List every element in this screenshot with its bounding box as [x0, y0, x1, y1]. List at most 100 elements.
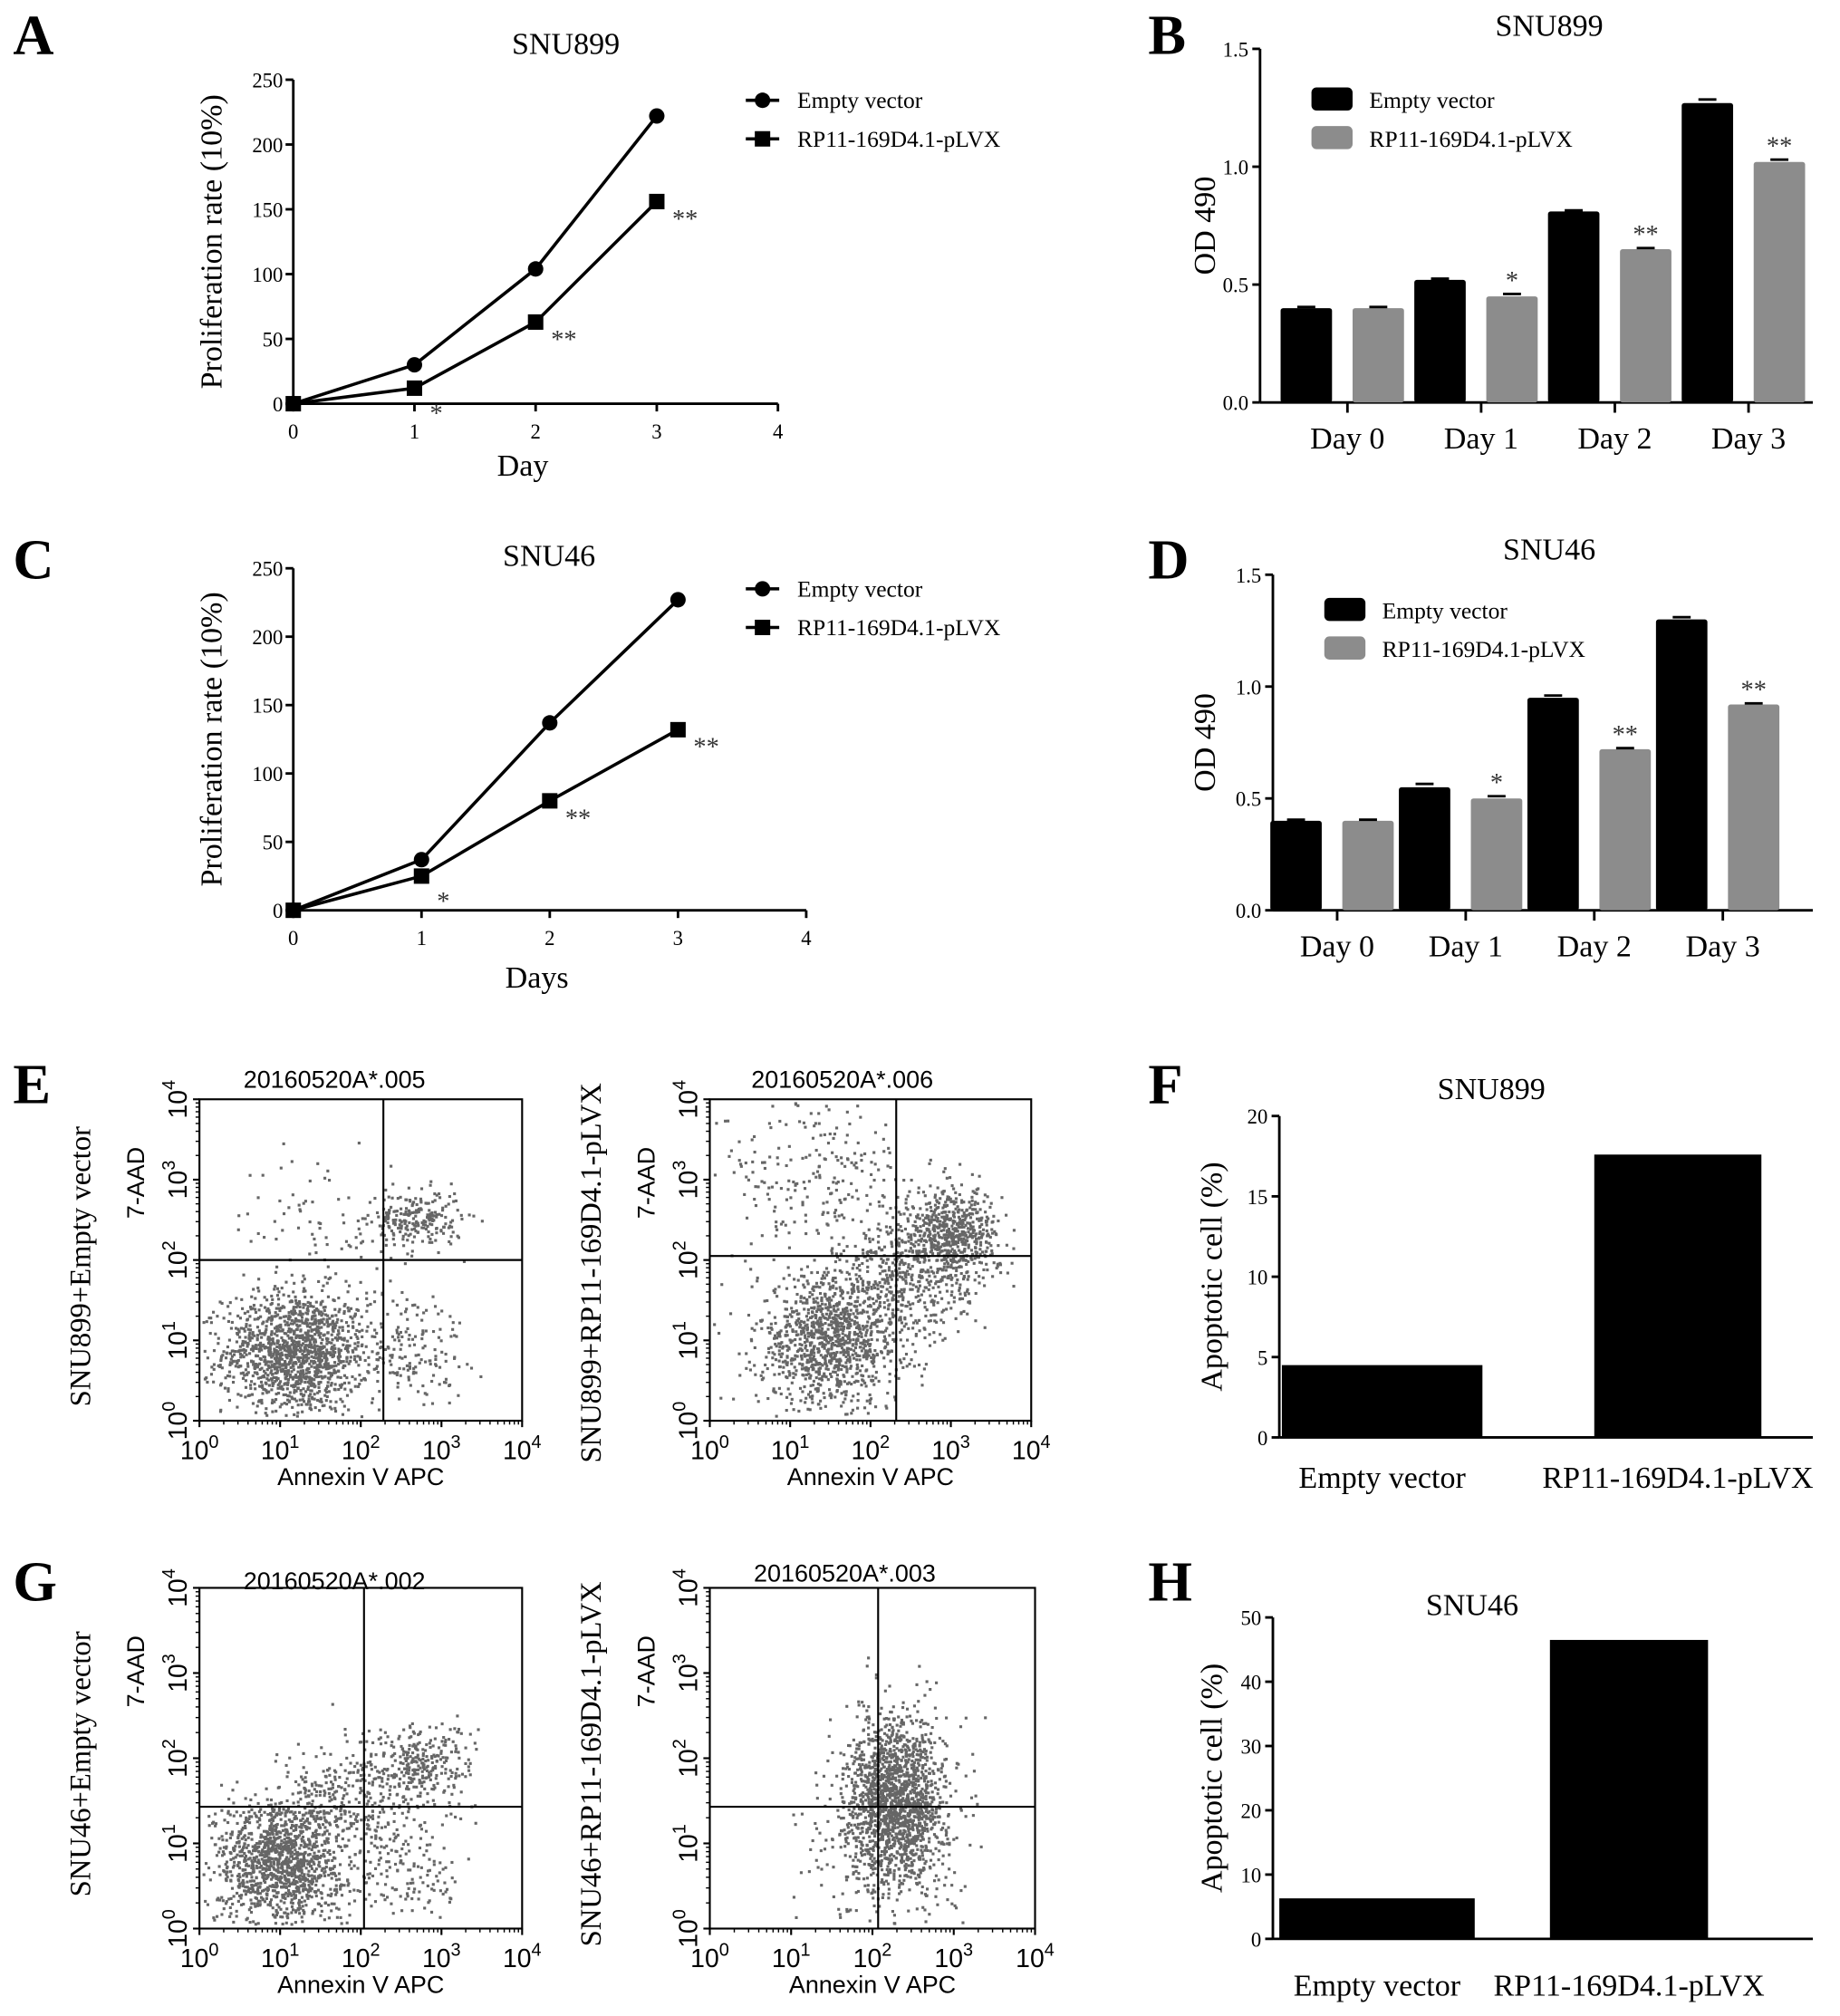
event-dot [317, 1326, 321, 1330]
event-dot [939, 1220, 942, 1223]
event-dot [835, 1219, 839, 1222]
event-dot [228, 1850, 232, 1855]
event-dot [958, 1192, 961, 1197]
event-dot [269, 1360, 273, 1364]
event-dot [869, 1332, 873, 1336]
event-dot [763, 1181, 766, 1184]
event-dot [812, 1345, 816, 1348]
event-dot [840, 1404, 843, 1408]
event-dot [865, 1193, 869, 1197]
event-dot [269, 1371, 273, 1375]
event-dot [347, 1827, 352, 1830]
event-dot [767, 1311, 771, 1315]
panel-label-h: H [1148, 1550, 1192, 1614]
event-dot [287, 1314, 291, 1317]
event-dot [246, 1362, 249, 1365]
event-dot [745, 1216, 749, 1220]
event-dot [277, 1290, 281, 1294]
event-dot [978, 1248, 982, 1251]
event-dot [331, 1338, 334, 1342]
event-dot [872, 1151, 876, 1154]
event-dot [931, 1227, 935, 1230]
event-dot [863, 1152, 867, 1155]
event-dot [946, 1253, 949, 1257]
event-dot [797, 1312, 801, 1316]
event-dot [814, 1328, 818, 1332]
event-dot [768, 1155, 772, 1159]
event-dot [337, 1356, 341, 1360]
event-dot [310, 1809, 313, 1813]
event-dot [802, 1283, 805, 1287]
event-dot [320, 1351, 323, 1355]
event-dot [842, 1401, 845, 1404]
event-dot [367, 1371, 371, 1375]
event-dot [897, 1376, 901, 1380]
event-dot [829, 1323, 833, 1326]
event-dot [424, 1223, 428, 1227]
event-dot [837, 1242, 841, 1246]
event-dot [809, 1342, 813, 1346]
event-dot [775, 1220, 778, 1224]
event-dot [259, 1380, 264, 1384]
event-dot [321, 1299, 324, 1303]
event-dot [300, 1319, 303, 1323]
event-dot [296, 1411, 300, 1414]
event-dot [261, 1332, 265, 1336]
significance-label: * [1506, 267, 1518, 295]
event-dot [895, 1278, 899, 1281]
event-dot [769, 1126, 773, 1130]
event-dot [911, 1283, 915, 1287]
event-dot [844, 1394, 848, 1397]
event-dot [320, 1310, 323, 1314]
event-dot [815, 1285, 819, 1288]
event-dot [290, 1395, 294, 1399]
event-dot [822, 1315, 825, 1318]
event-dot [294, 1815, 297, 1818]
event-dot [952, 1296, 956, 1299]
event-dot [805, 1195, 809, 1199]
event-dot [952, 1187, 956, 1191]
event-dot [275, 1238, 278, 1241]
event-dot [366, 1213, 370, 1217]
event-dot [799, 1299, 803, 1303]
event-dot [308, 1406, 312, 1410]
event-dot [430, 1402, 435, 1405]
event-dot [313, 1320, 316, 1325]
event-dot [252, 1304, 255, 1307]
event-dot [942, 1170, 946, 1173]
event-dot [827, 1297, 831, 1301]
event-dot [884, 1295, 888, 1298]
event-dot [262, 1369, 266, 1373]
event-dot [313, 1338, 317, 1342]
event-dot [252, 1879, 256, 1883]
event-dot [867, 1375, 871, 1378]
event-dot [294, 1389, 298, 1393]
event-dot [838, 1300, 842, 1304]
event-dot [980, 1222, 984, 1226]
event-dot [827, 1360, 832, 1364]
event-dot [889, 1322, 892, 1326]
event-dot [403, 1262, 407, 1266]
event-dot [437, 1336, 440, 1339]
event-dot [773, 1316, 776, 1319]
event-dot [282, 1841, 286, 1845]
event-dot [311, 1201, 314, 1204]
event-dot [905, 1305, 909, 1308]
event-dot [817, 1325, 821, 1328]
event-dot [963, 1259, 967, 1262]
event-dot [756, 1279, 759, 1283]
event-dot [228, 1915, 232, 1918]
event-dot [306, 1309, 310, 1313]
event-dot [208, 1332, 212, 1336]
event-dot [289, 1365, 293, 1369]
event-dot [299, 1346, 303, 1350]
event-dot [816, 1382, 820, 1385]
event-dot [838, 1317, 842, 1320]
event-dot [301, 1361, 305, 1365]
event-dot [927, 1201, 930, 1205]
event-dot [891, 1245, 894, 1249]
event-dot [880, 1290, 883, 1294]
event-dot [937, 1201, 941, 1205]
event-dot [841, 1307, 845, 1311]
event-dot [838, 1363, 842, 1366]
